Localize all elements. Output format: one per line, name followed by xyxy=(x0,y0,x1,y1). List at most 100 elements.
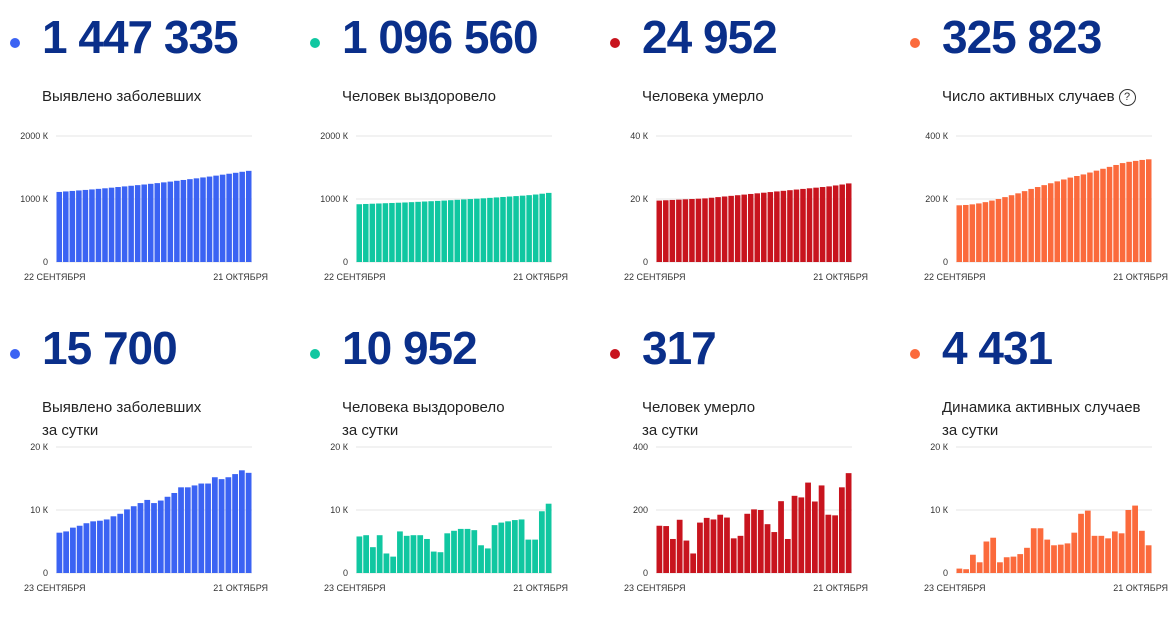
bar xyxy=(1024,547,1030,573)
stat-label-line: за сутки xyxy=(642,422,699,439)
bar xyxy=(545,192,552,262)
y-tick-label: 20 К xyxy=(330,442,349,452)
bar xyxy=(969,204,976,262)
series-dot-icon xyxy=(910,38,920,48)
bar xyxy=(963,204,969,262)
bar xyxy=(167,181,174,262)
y-tick-label: 20 К xyxy=(30,442,49,452)
bar xyxy=(213,175,219,262)
stat-label: Человека умерло xyxy=(642,85,764,108)
bar xyxy=(395,202,402,262)
stat-value: 10 952 xyxy=(342,322,478,374)
bar xyxy=(363,203,369,262)
bar xyxy=(102,188,108,262)
stat-label: Динамика активных случаев за сутки xyxy=(942,396,1141,442)
bar xyxy=(467,199,474,262)
bar xyxy=(513,196,519,262)
bar xyxy=(791,495,798,573)
bar xyxy=(232,172,239,262)
bar xyxy=(211,477,218,573)
bar xyxy=(1051,545,1057,573)
bar xyxy=(1145,159,1152,262)
bar xyxy=(382,203,389,262)
y-tick-label: 0 xyxy=(343,257,348,267)
bar xyxy=(187,179,193,262)
bar xyxy=(764,524,771,573)
bar xyxy=(225,477,232,573)
bar xyxy=(410,535,417,573)
x-tick-label: 22 СЕНТЯБРЯ xyxy=(324,272,386,282)
bar-chart: 40 К 20 К 0 22 СЕНТЯБРЯ 21 ОКТЯБРЯ xyxy=(624,131,868,282)
bar xyxy=(819,187,826,262)
bar xyxy=(454,199,461,262)
bar xyxy=(997,562,1003,573)
bar xyxy=(1008,195,1015,262)
bar xyxy=(793,189,800,262)
series-dot-icon xyxy=(910,349,920,359)
bar xyxy=(1028,188,1034,262)
bar xyxy=(134,185,141,262)
y-tick-label: 0 xyxy=(943,568,948,578)
stat-panel: 4 431 Динамика активных случаев за сутки 20… xyxy=(910,319,1174,619)
bar xyxy=(63,191,69,262)
bar xyxy=(982,202,989,262)
bar xyxy=(376,203,382,262)
y-tick-label: 10 К xyxy=(330,505,349,515)
bar xyxy=(956,568,963,573)
bar xyxy=(408,202,415,262)
bar xyxy=(757,510,764,573)
bar xyxy=(787,190,793,262)
bar xyxy=(478,545,484,573)
bar xyxy=(115,187,121,262)
bar xyxy=(532,539,538,573)
stat-panel: 24 952 Человека умерло 40 К 20 К 0 22 СЕНТЯБР… xyxy=(610,8,890,308)
bar xyxy=(110,516,117,573)
bar xyxy=(232,474,238,573)
bar xyxy=(1064,543,1071,573)
bar-chart: 20 К 10 К 0 23 СЕНТЯБРЯ 21 ОКТЯБРЯ xyxy=(24,442,268,593)
stat-panel: 325 823 Число активных случаев? 400 К 200 К… xyxy=(910,8,1174,308)
stat-value: 1 096 560 xyxy=(342,11,539,63)
series-dot-icon xyxy=(610,349,620,359)
bar xyxy=(171,492,178,573)
bar xyxy=(1071,532,1078,573)
bar xyxy=(744,513,751,573)
bar xyxy=(480,198,487,262)
stat-label-line: Выявлено заболевших xyxy=(42,399,202,416)
bar xyxy=(147,183,154,262)
bar xyxy=(471,530,478,573)
bar xyxy=(690,553,697,573)
bar xyxy=(689,199,695,262)
bar xyxy=(1106,166,1113,262)
bar xyxy=(108,187,115,262)
y-tick-label: 0 xyxy=(643,568,648,578)
bar xyxy=(161,182,167,262)
bar xyxy=(441,200,447,262)
bar xyxy=(1057,544,1064,573)
bar xyxy=(976,562,983,573)
bar xyxy=(778,501,784,573)
bar xyxy=(519,195,526,262)
bar-chart: 20 К 10 К 0 23 СЕНТЯБРЯ 21 ОКТЯБРЯ xyxy=(324,442,568,593)
bar xyxy=(474,198,480,262)
bar xyxy=(421,201,428,262)
x-tick-label: 21 ОКТЯБРЯ xyxy=(813,583,868,593)
bar xyxy=(747,193,754,262)
bar xyxy=(97,520,103,573)
x-tick-label: 21 ОКТЯБРЯ xyxy=(813,272,868,282)
bar xyxy=(403,535,410,573)
help-icon[interactable]: ? xyxy=(1118,89,1136,106)
y-tick-label: 20 К xyxy=(630,194,649,204)
bar xyxy=(669,199,676,262)
bar xyxy=(89,189,95,262)
bar xyxy=(1041,185,1047,262)
x-tick-label: 22 СЕНТЯБРЯ xyxy=(24,272,86,282)
bar xyxy=(389,202,395,262)
bar xyxy=(663,200,669,262)
bar xyxy=(76,190,82,262)
bar xyxy=(845,473,852,573)
bar xyxy=(1080,174,1087,262)
bar xyxy=(825,514,832,573)
bar xyxy=(676,519,683,573)
bar xyxy=(1030,528,1037,573)
